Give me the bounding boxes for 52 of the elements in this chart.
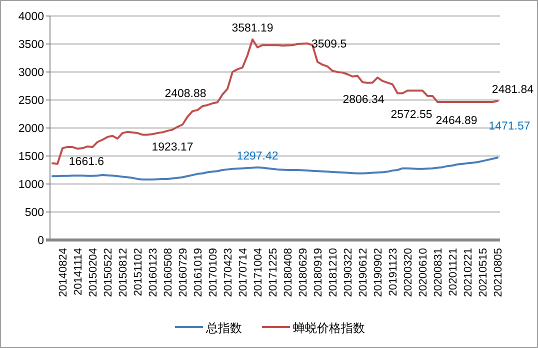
y-tick-label: 1000 <box>18 179 44 191</box>
x-tick-label: 20180629 <box>298 248 310 297</box>
x-tick-label: 20170714 <box>238 248 250 297</box>
x-tick-label: 20170423 <box>222 248 234 297</box>
data-label: 2481.84 <box>492 84 534 96</box>
legend-label: 蝉蜕价格指数 <box>293 321 365 335</box>
data-label: 1923.17 <box>152 141 194 154</box>
y-tick-label: 500 <box>24 207 44 219</box>
x-tick-label: 20171225 <box>268 248 280 297</box>
y-tick-label: 3000 <box>18 67 44 79</box>
data-label: 2806.34 <box>342 94 385 106</box>
x-tick-label: 20171004 <box>252 248 264 297</box>
data-label: 2572.55 <box>390 108 432 121</box>
data-label: 2408.88 <box>164 88 206 100</box>
x-tick-label: 20190612 <box>358 248 370 297</box>
x-tick-label: 20170109 <box>208 248 220 297</box>
x-tick-label: 20160508 <box>162 248 174 297</box>
x-tick-label: 20200831 <box>432 248 444 297</box>
y-tick-label: 4000 <box>18 11 44 23</box>
data-label: 3509.5 <box>312 38 347 50</box>
x-tick-label: 20160123 <box>148 248 160 297</box>
x-tick-label: 20150812 <box>118 248 130 297</box>
x-tick-label: 20190902 <box>372 248 384 297</box>
data-label: 3581.19 <box>232 22 274 34</box>
x-tick-label: 20191123 <box>388 248 400 296</box>
y-tick-label: 2000 <box>18 123 44 135</box>
x-tick-label: 20181210 <box>328 248 340 297</box>
x-tick-label: 20210221 <box>462 248 474 297</box>
x-tick-label: 20141114 <box>72 248 84 296</box>
y-tick-label: 2500 <box>18 95 44 107</box>
x-tick-label: 20201121 <box>448 248 460 296</box>
data-label: 2464.89 <box>436 114 478 127</box>
x-tick-label: 20150522 <box>102 248 114 297</box>
x-tick-label: 20151102 <box>132 248 144 296</box>
x-tick-label: 20190322 <box>342 248 354 297</box>
x-tick-label: 20200320 <box>402 248 414 297</box>
data-label: 1297.42 <box>236 150 278 162</box>
x-tick-label: 20200610 <box>418 248 430 297</box>
legend-label: 总指数 <box>205 321 242 335</box>
y-tick-label: 1500 <box>18 151 44 163</box>
x-tick-label: 20180919 <box>312 248 324 297</box>
x-tick-label: 20140824 <box>58 248 70 297</box>
x-tick-label: 20210805 <box>492 248 504 297</box>
x-tick-label: 20180408 <box>282 248 294 297</box>
x-tick-label: 20161019 <box>192 248 204 297</box>
x-tick-label: 20210515 <box>478 248 490 297</box>
x-tick-label: 20150204 <box>88 248 100 297</box>
x-tick-label: 20160729 <box>178 248 190 297</box>
y-tick-label: 0 <box>38 235 44 247</box>
data-label: 1661.6 <box>68 156 104 168</box>
data-label: 1471.57 <box>488 120 530 133</box>
y-tick-label: 3500 <box>18 39 44 51</box>
